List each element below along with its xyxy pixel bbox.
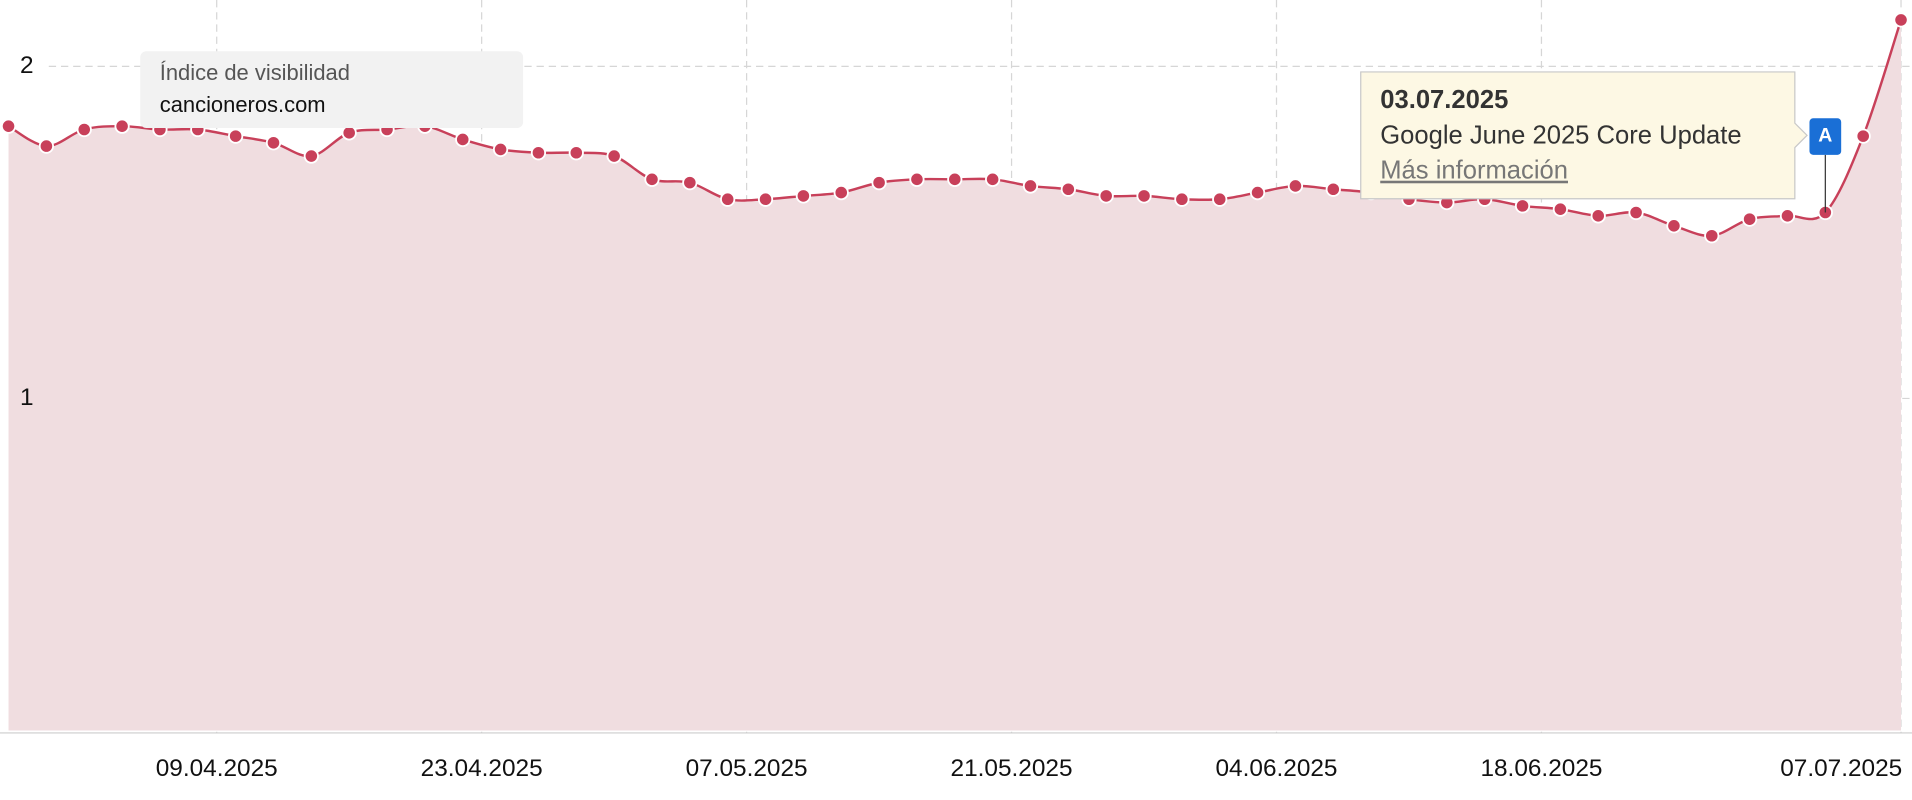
annotation-link[interactable]: Más información xyxy=(1380,157,1568,185)
data-point xyxy=(1628,204,1644,221)
data-point xyxy=(1022,178,1039,194)
data-point xyxy=(1855,128,1871,144)
y-tick-label: 1 xyxy=(20,384,34,411)
x-tick-label: 21.05.2025 xyxy=(951,755,1073,782)
x-tick-label: 18.06.2025 xyxy=(1480,755,1602,782)
data-point xyxy=(114,118,130,134)
data-point xyxy=(606,148,622,164)
annotation-box xyxy=(1360,71,1808,200)
data-point xyxy=(455,131,471,148)
data-point xyxy=(530,145,547,161)
data-point xyxy=(0,118,17,134)
x-tick-label: 23.04.2025 xyxy=(421,755,543,782)
data-point xyxy=(1704,228,1720,244)
data-point xyxy=(1514,198,1531,214)
x-tick-label: 07.05.2025 xyxy=(686,755,808,782)
data-point xyxy=(341,125,357,141)
data-point xyxy=(1552,201,1568,217)
annotation-text: Google June 2025 Core Update xyxy=(1380,121,1741,149)
data-point xyxy=(1249,184,1266,201)
data-point xyxy=(644,171,660,187)
data-point xyxy=(985,171,1001,187)
y-tick-label: 2 xyxy=(20,52,34,79)
data-point xyxy=(720,191,736,207)
data-point xyxy=(1779,208,1796,224)
annotation-date: 03.07.2025 xyxy=(1380,86,1508,114)
data-point xyxy=(682,175,698,191)
data-point xyxy=(947,171,963,187)
data-point xyxy=(1060,181,1076,197)
data-point xyxy=(757,191,774,207)
legend-box xyxy=(140,51,524,129)
legend-entry: cancioneros.com xyxy=(160,92,326,117)
data-point xyxy=(833,184,849,201)
data-point xyxy=(1893,12,1909,28)
annotation-marker[interactable] xyxy=(1809,118,1842,155)
data-point xyxy=(492,141,509,158)
x-tick-label: 07.07.2025 xyxy=(1780,755,1902,782)
area xyxy=(8,19,1902,731)
x-tick-label: 09.04.2025 xyxy=(156,755,278,782)
data-point xyxy=(909,171,925,187)
data-point xyxy=(1098,188,1114,204)
annotation-marker-label: A xyxy=(1818,125,1832,147)
data-point xyxy=(38,138,55,154)
data-point xyxy=(1666,218,1682,234)
legend-title: Índice de visibilidad xyxy=(160,60,350,85)
x-tick-label: 04.06.2025 xyxy=(1216,755,1338,782)
data-point xyxy=(568,145,584,161)
data-point xyxy=(1136,188,1152,204)
overlay: Índice de visibilidad cancioneros.com 1 2… xyxy=(20,51,1902,782)
data-point xyxy=(1287,178,1304,194)
data-point xyxy=(871,175,887,191)
data-point xyxy=(1742,211,1758,227)
data-point xyxy=(76,121,92,138)
data-point xyxy=(1325,181,1341,197)
data-point xyxy=(1174,191,1190,207)
data-point xyxy=(303,148,319,164)
data-point xyxy=(795,188,812,204)
data-point xyxy=(1212,191,1228,207)
data-point xyxy=(265,135,282,151)
data-point xyxy=(1590,208,1606,224)
data-point xyxy=(228,128,244,144)
